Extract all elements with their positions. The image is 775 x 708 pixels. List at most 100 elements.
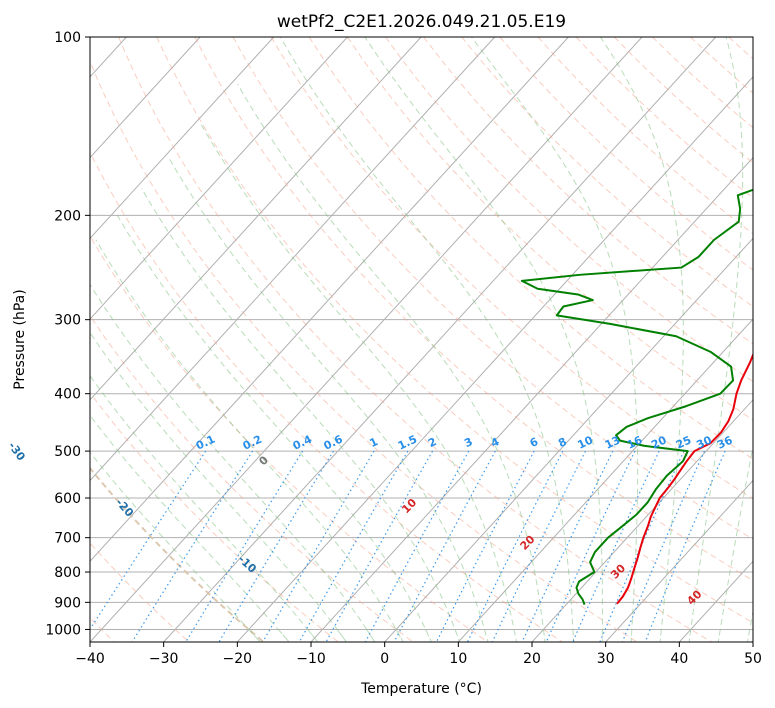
y-tick-label: 200 <box>54 208 81 224</box>
mixing-ratio-line <box>325 450 434 642</box>
isotherm-line <box>236 76 753 642</box>
mixing-ratio-label: 3 <box>462 435 474 450</box>
mixing-ratio-line <box>521 450 614 642</box>
x-tick-label: 50 <box>744 651 762 667</box>
mixing-ratio-label: 36 <box>715 433 735 451</box>
y-axis-label: Pressure (hPa) <box>12 289 28 389</box>
moist-adiabat-line <box>364 37 603 642</box>
mixing-ratio-label: 13 <box>603 434 622 452</box>
moist-adiabat-line <box>600 37 684 642</box>
moist-adiabat-line <box>279 37 575 642</box>
dry-adiabat-line <box>270 37 753 500</box>
dry-adiabat-line <box>232 37 753 540</box>
isotherm-line <box>163 37 717 642</box>
mixing-ratio-label: 0.6 <box>322 433 345 453</box>
mixing-ratio-label: 0.4 <box>291 433 314 453</box>
adiabat-layer <box>90 37 753 642</box>
dry-adiabat-line <box>90 151 563 642</box>
mixing-ratio-line <box>298 450 409 642</box>
moist-adiabat-line <box>95 239 404 642</box>
tick-layer: −40 −30 −20 −10 0 10 20 30 40 5010020030040050060… <box>45 30 762 667</box>
dry-adiabat-line <box>690 37 753 94</box>
isotherm-line <box>457 318 753 642</box>
x-tick-label: 40 <box>670 651 688 667</box>
mixing-ratio-line <box>90 450 207 631</box>
dry-adiabat-line <box>423 37 753 345</box>
mixing-ratio-line <box>644 450 726 642</box>
mixing-ratio-label: 1.5 <box>396 433 419 453</box>
isotherm-line <box>752 641 753 642</box>
mixing-ratio-label: 10 <box>576 433 596 451</box>
mixing-ratio-label: 25 <box>674 434 693 452</box>
mixing-ratio-line <box>621 450 705 642</box>
dry-adiabat-line <box>461 37 753 308</box>
dry-adiabat-line <box>385 37 753 383</box>
isotherm-line <box>90 37 569 563</box>
y-tick-label: 600 <box>54 491 81 507</box>
moist-adiabat-line <box>236 83 546 642</box>
dry-adiabat-line <box>308 37 753 460</box>
x-tick-label: −30 <box>149 651 179 667</box>
mixing-ratio-label: 30 <box>694 433 714 451</box>
isotherm-line <box>90 37 348 320</box>
dry-adiabat-line <box>346 37 753 421</box>
y-tick-label: 400 <box>54 387 81 403</box>
mixing-ratio-label: 4 <box>489 435 502 450</box>
y-tick-label: 1000 <box>45 622 81 638</box>
moist-adiabat-line <box>200 123 517 642</box>
y-tick-label: 500 <box>54 444 81 460</box>
y-tick-label: 900 <box>54 595 81 611</box>
grid-layer <box>90 37 753 642</box>
mixing-ratio-label: 2 <box>426 435 438 450</box>
moist-adiabat-line <box>717 443 753 642</box>
mixing-ratio-line <box>466 450 564 642</box>
dry-adiabat-label: -30 <box>6 440 28 464</box>
x-tick-label: −40 <box>75 651 105 667</box>
dry-adiabat-line <box>652 37 753 129</box>
dry-adiabat-line <box>537 37 753 235</box>
isotherm-line <box>90 37 275 240</box>
y-tick-label: 800 <box>54 565 81 581</box>
dry-adiabat-line <box>118 37 713 642</box>
dry-adiabat-line <box>575 37 753 199</box>
moist-adiabat-line <box>746 609 753 642</box>
series-layer <box>520 188 753 605</box>
mixing-ratio-label: 20 <box>649 433 669 451</box>
moist-adiabat-line <box>688 37 744 642</box>
moist-adiabat-line <box>90 414 290 642</box>
dry-adiabat-line <box>90 391 339 642</box>
mixing-ratio-layer <box>90 450 726 642</box>
isotherm-line <box>384 237 753 642</box>
y-tick-label: 700 <box>54 531 81 547</box>
dry-adiabat-line <box>90 60 638 642</box>
mixing-ratio-label: 0.1 <box>194 433 217 453</box>
isotherm-line <box>90 37 496 482</box>
x-tick-label: 30 <box>597 651 615 667</box>
dewpoint-profile-line <box>520 188 753 605</box>
moist-adiabat-line <box>168 157 489 642</box>
moist-adiabat-line <box>90 451 261 642</box>
x-tick-label: 0 <box>380 651 389 667</box>
dry-adiabat-line <box>90 314 414 642</box>
moist-adiabat-label: 0 <box>256 453 271 468</box>
mixing-ratio-line <box>262 450 375 642</box>
moist-adiabat-label: 20 <box>518 533 538 553</box>
y-tick-label: 300 <box>54 313 81 329</box>
mixing-ratio-label: 6 <box>528 435 541 450</box>
isotherm-line <box>531 399 753 642</box>
chart-title: wetPf2_C2E1.2026.049.21.05.E19 <box>277 12 566 32</box>
moist-adiabat-line <box>141 187 461 642</box>
dry-adiabat-line <box>728 37 753 60</box>
mixing-ratio-line <box>218 450 334 642</box>
mixing-ratio-line <box>545 450 636 642</box>
moist-adiabat-line <box>90 375 319 642</box>
mixing-ratio-label: 1 <box>368 435 380 450</box>
mixing-ratio-line <box>393 450 496 642</box>
mixing-ratio-label: 0.2 <box>241 433 264 453</box>
mixing-ratio-line <box>572 450 660 642</box>
x-tick-label: −10 <box>296 651 326 667</box>
moist-adiabat-line <box>90 331 347 642</box>
mixing-ratio-label: 16 <box>625 433 645 451</box>
isotherm-line <box>90 37 422 401</box>
